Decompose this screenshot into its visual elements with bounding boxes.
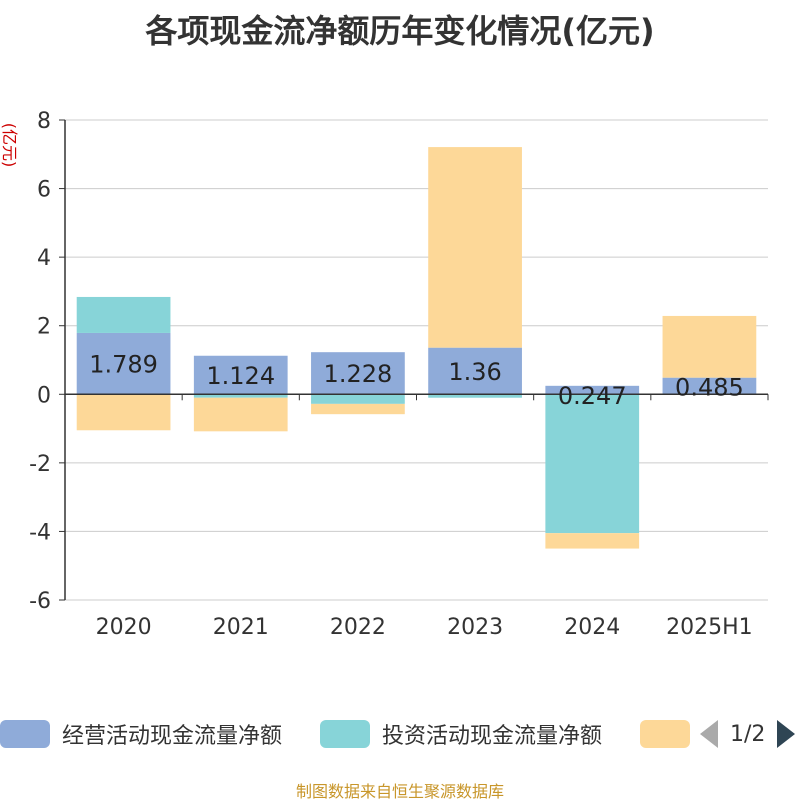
legend-item-financing[interactable]	[640, 716, 690, 752]
y-tick-label: 8	[37, 109, 51, 134]
x-tick-label: 2024	[564, 615, 620, 640]
y-tick-label: -4	[29, 520, 51, 545]
y-tick-label: 4	[37, 246, 51, 271]
data-label: 0.485	[675, 374, 744, 402]
bar-series-1-2022[interactable]	[311, 394, 405, 404]
legend-pager: 1/2	[700, 716, 796, 752]
labels: 2020 2021 2022 2023 2024 2025H1 1.789 1.124 1.22…	[89, 351, 752, 640]
data-label: 1.124	[206, 362, 275, 390]
legend: 经营活动现金流量净额 投资活动现金流量净额	[0, 716, 800, 756]
y-tick-label: 6	[37, 178, 51, 203]
bar-series-2-2023[interactable]	[428, 147, 522, 348]
data-label: 0.247	[558, 382, 627, 410]
legend-swatch-financing	[640, 720, 690, 748]
bar-series-2-2021[interactable]	[193, 397, 288, 432]
bar-series-0-2025H1[interactable]	[662, 377, 757, 395]
x-tick-label: 2025H1	[666, 615, 753, 640]
bar-series-1-2021[interactable]	[193, 394, 288, 398]
axes: -6 -4 -2 0 2 4 6 8	[29, 109, 769, 614]
y-tick-label: 2	[37, 315, 51, 340]
bar-series-2-2020[interactable]	[76, 394, 171, 431]
legend-item-investing[interactable]: 投资活动现金流量净额	[320, 716, 602, 752]
source-note: 制图数据来自恒生聚源数据库	[295, 782, 504, 801]
bar-series-2-2022[interactable]	[311, 403, 405, 415]
x-tick-label: 2021	[213, 615, 269, 640]
legend-swatch-operating	[0, 720, 50, 748]
y-tick-label: 0	[37, 383, 51, 408]
bars	[76, 147, 757, 549]
legend-label-operating: 经营活动现金流量净额	[62, 724, 283, 749]
bar-series-1-2020[interactable]	[76, 296, 171, 333]
pager-text: 1/2	[730, 721, 766, 747]
bar-series-1-2024[interactable]	[545, 394, 640, 534]
y-tick-label: -6	[29, 589, 51, 614]
bar-series-1-2023[interactable]	[428, 394, 522, 398]
data-label: 1.789	[89, 351, 158, 379]
legend-label-investing: 投资活动现金流量净额	[382, 724, 603, 749]
data-label: 1.36	[448, 358, 501, 386]
x-tick-label: 2022	[330, 615, 386, 640]
bar-series-0-2024[interactable]	[545, 385, 640, 395]
bar-series-2-2025H1[interactable]	[662, 315, 757, 378]
bar-series-0-2023[interactable]	[428, 347, 522, 395]
legend-item-operating[interactable]: 经营活动现金流量净额	[0, 716, 282, 752]
bar-series-0-2021[interactable]	[193, 355, 288, 395]
x-tick-label: 2023	[447, 615, 503, 640]
x-tick-label: 2020	[96, 615, 152, 640]
pager-next-icon[interactable]	[777, 720, 796, 748]
bar-series-2-2024[interactable]	[545, 533, 640, 549]
data-label: 1.228	[324, 360, 393, 388]
bar-series-0-2020[interactable]	[76, 332, 171, 395]
chart-title: 各项现金流净额历年变化情况(亿元)	[145, 12, 655, 50]
legend-swatch-investing	[320, 720, 370, 748]
bar-series-0-2022[interactable]	[311, 352, 405, 395]
y-axis-title: (亿元)	[0, 123, 19, 168]
pager-prev-icon[interactable]	[700, 720, 718, 748]
y-tick-label: -2	[29, 452, 51, 477]
